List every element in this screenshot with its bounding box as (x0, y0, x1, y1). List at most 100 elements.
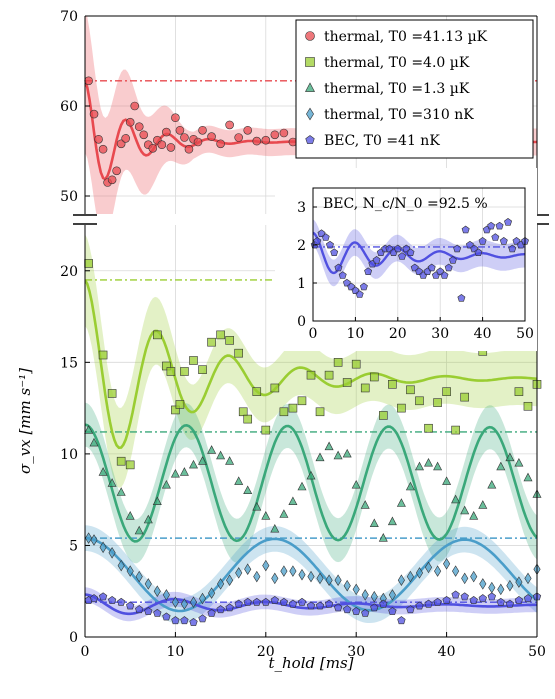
data-point (270, 383, 280, 393)
data-point (360, 383, 370, 393)
data-point (352, 583, 360, 596)
data-point (460, 392, 469, 402)
inset-x-tick-label: 0 (309, 326, 318, 342)
data-point (495, 221, 504, 230)
inset-y-tick-label: 3 (297, 200, 306, 216)
data-point (143, 514, 153, 524)
legend-box (295, 19, 534, 159)
data-point (134, 525, 144, 535)
data-point (189, 596, 198, 608)
data-point (342, 278, 351, 287)
y-tick-label: 50 (60, 189, 78, 205)
data-point (306, 370, 316, 380)
data-point (152, 496, 162, 506)
data-point (424, 599, 433, 608)
data-point (333, 358, 343, 367)
data-point (387, 516, 397, 526)
data-point (84, 76, 93, 86)
data-point (98, 350, 108, 360)
data-point (434, 565, 442, 577)
data-point (424, 561, 433, 574)
data-point (359, 282, 368, 291)
data-point (107, 596, 117, 604)
data-point (271, 572, 279, 585)
data-point (170, 468, 180, 478)
data-point (216, 139, 225, 149)
data-point (98, 592, 108, 601)
data-point (364, 267, 373, 276)
data-point (343, 579, 351, 592)
inset-panel: 0 10 20 30 40 50 0 1 2 3 BEC, N_c/N_0 =92.5 % (275, 168, 537, 351)
data-point (189, 459, 198, 469)
data-point (351, 359, 361, 369)
data-point (261, 135, 271, 145)
data-point (514, 596, 524, 604)
data-point (144, 607, 153, 615)
inset-y-tick-label: 2 (297, 238, 306, 254)
data-point (333, 450, 343, 460)
data-point (388, 380, 397, 389)
data-point (316, 572, 324, 585)
data-point (126, 565, 134, 577)
data-point (297, 597, 307, 606)
data-point (478, 594, 487, 603)
inset-x-tick-label: 40 (474, 326, 492, 342)
model-curve (85, 536, 537, 613)
data-point (89, 437, 99, 447)
data-point (338, 271, 347, 279)
data-point (342, 378, 352, 387)
data-point (130, 101, 140, 111)
data-point (514, 457, 524, 467)
data-point (184, 144, 194, 154)
y-tick-label: 20 (60, 264, 78, 280)
data-point (478, 237, 487, 245)
data-point (238, 407, 248, 417)
data-point (469, 596, 478, 604)
data-point (125, 511, 135, 520)
data-point (393, 244, 402, 253)
data-point (189, 618, 198, 626)
confidence-band (85, 234, 537, 488)
data-point (305, 57, 315, 67)
data-point (288, 599, 298, 608)
confidence-band (85, 525, 537, 624)
x-tick-label: 30 (347, 644, 365, 660)
data-point (162, 127, 171, 137)
inset-x-tick-label: 50 (516, 326, 534, 342)
legend-entry: thermal, T0 =4.0 µK (324, 55, 470, 71)
data-point (288, 403, 298, 413)
data-point (352, 607, 361, 615)
data-point (488, 581, 496, 594)
data-point (207, 608, 216, 617)
data-point (89, 594, 99, 603)
data-point (84, 425, 94, 434)
data-point (180, 133, 189, 142)
data-point (523, 472, 533, 482)
data-point (379, 599, 388, 608)
data-point (225, 336, 234, 345)
data-point (207, 445, 217, 454)
data-point (234, 133, 243, 142)
data-point (253, 570, 261, 583)
data-point (171, 405, 180, 415)
data-point (198, 365, 207, 374)
data-point (397, 616, 406, 625)
data-point (442, 387, 451, 396)
data-point (98, 467, 108, 476)
data-point (396, 498, 406, 507)
data-point (478, 500, 488, 509)
x-tick-label: 0 (81, 644, 90, 660)
data-point (415, 601, 424, 610)
data-point (270, 596, 279, 604)
data-point (162, 612, 171, 621)
legend-entry: thermal, T0 =41.13 µK (324, 29, 488, 45)
data-point (217, 578, 225, 590)
data-point (496, 461, 506, 471)
data-point (235, 567, 243, 579)
data-point (523, 401, 533, 411)
legend-entry: thermal, T0 =310 nK (324, 107, 474, 123)
data-point (234, 476, 244, 485)
data-point (470, 244, 479, 253)
data-point (216, 605, 225, 614)
